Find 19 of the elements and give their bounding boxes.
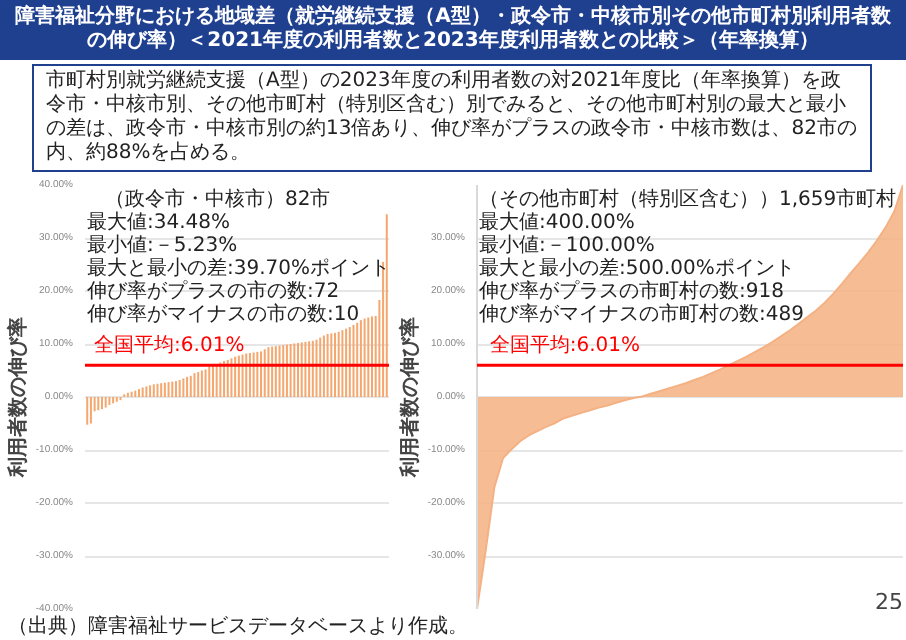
annotation: （政令市・中核市）82市 — [105, 187, 331, 211]
annotation: 伸び率がプラスの市の数:72 — [87, 279, 340, 303]
annotation: 伸び率がマイナスの市の数:10 — [87, 302, 360, 326]
y-axis-title: 利用者数の伸び率 — [5, 317, 30, 479]
annotation: 最小値:－100.00% — [479, 233, 655, 257]
text: （出典）障害福祉サービスデータベースより作成。 — [8, 616, 468, 640]
annotation: 最大値:34.48% — [87, 210, 230, 234]
ref-line-label: 全国平均:6.01% — [94, 333, 245, 358]
text: 障害福祉分野における地域差（就労継続支援（A型）・政令市・中核市別その他市町村別利用者数の伸び率）＜2021年度の利用者数と2023年度利用者数との比較＞（年率換算） — [13, 6, 893, 54]
annotation: 伸び率がプラスの市町村の数:918 — [479, 279, 784, 303]
annotation: 伸び率がマイナスの市町村の数:489 — [479, 302, 804, 326]
ref-line-label: 全国平均:6.01% — [489, 333, 641, 358]
annotation: 最大値:400.00% — [479, 210, 635, 234]
annotation: （その他市町村（特別区含む））1,659市町村 — [479, 187, 897, 211]
y-axis-title: 利用者数の伸び率 — [397, 317, 422, 479]
text: 市町村別就労継続支援（A型）の2023年度の利用者数の対2021年度比（年率換算）を政令市・中核市別、その他市町村（特別区含む）別でみると、その他市町村別の最大と最小の差は、政令市・中核市別の約13倍あり、伸び率がプラスの政令市・中核市数は、82市の内、約88%を占める。 — [46, 70, 858, 166]
annotation: 最大と最小の差:500.00%ポイント — [479, 256, 795, 280]
annotation: 最小値:－5.23% — [87, 233, 238, 257]
annotation: 25 — [875, 589, 904, 615]
